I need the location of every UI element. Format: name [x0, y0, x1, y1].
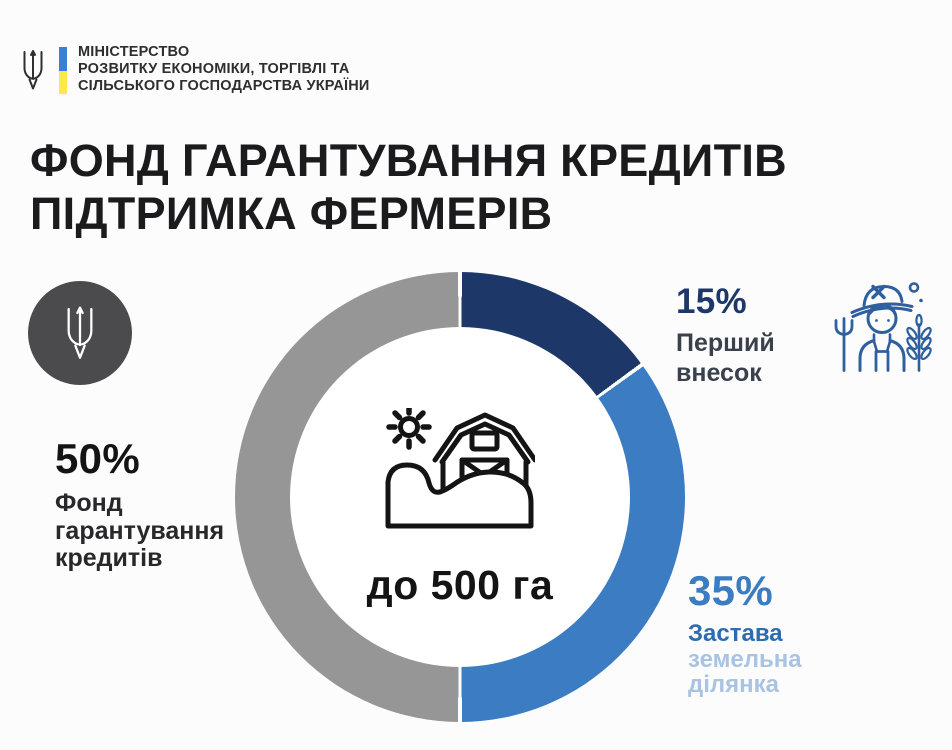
fund-line2: гарантування — [55, 516, 225, 545]
sun-icon — [386, 408, 432, 450]
small-circle — [908, 282, 920, 293]
trident-badge-icon — [67, 306, 93, 359]
trident-icon — [18, 42, 48, 98]
hat-brim-top — [850, 302, 914, 314]
wheat — [906, 313, 932, 372]
overall-bib — [874, 350, 890, 372]
ukraine-flag-bar — [59, 47, 67, 94]
page-title-line1: ФОНД ГАРАНТУВАННЯ КРЕДИТІВ — [30, 135, 787, 186]
donut-center-label: до 500 га — [366, 562, 554, 608]
hat-brim-bottom — [851, 306, 913, 318]
collateral-percent: 35% — [688, 567, 773, 614]
collateral-line2: земельна — [688, 646, 802, 673]
deposit-percent: 15% — [676, 282, 747, 321]
deposit-line2: внесок — [676, 359, 762, 387]
ministry-name: МІНІСТЕРСТВО РОЗВИТКУ ЕКОНОМІКИ, ТОРГІВЛ… — [78, 44, 408, 95]
collateral-line3: ділянка — [688, 671, 780, 698]
small-dot — [919, 298, 923, 303]
fund-percent: 50% — [55, 435, 140, 482]
flag-blue-half — [59, 47, 67, 71]
ministry-line3: СІЛЬСЬКОГО ГОСПОДАРСТВА УКРАЇНИ — [78, 78, 370, 94]
overall-straps — [872, 340, 892, 353]
ministry-line2: РОЗВИТКУ ЕКОНОМІКИ, ТОРГІВЛІ ТА — [78, 61, 350, 77]
field-shape — [385, 462, 534, 529]
label-collateral: 35% Застава земельна ділянка — [688, 567, 802, 698]
collateral-line1: Застава — [688, 620, 783, 647]
pitchfork — [834, 317, 854, 372]
label-deposit: 15% Перший внесок — [676, 284, 775, 388]
deposit-line1: Перший — [676, 329, 775, 357]
page-title: ФОНД ГАРАНТУВАННЯ КРЕДИТІВ ПІДТРИМКА ФЕР… — [30, 134, 890, 240]
flag-yellow-half — [59, 70, 67, 94]
label-fund: 50% Фонд гарантування кредитів — [55, 438, 224, 573]
farmer-icon — [832, 278, 932, 374]
fund-line3: кредитів — [55, 544, 163, 572]
farmer-figure — [850, 285, 914, 372]
barn-icon — [385, 408, 535, 533]
trident-badge — [28, 281, 132, 385]
fund-line1: Фонд — [55, 489, 123, 517]
page-title-line2: ПІДТРИМКА ФЕРМЕРІВ — [30, 188, 553, 239]
hat-dome — [862, 285, 904, 307]
donut-ring: до 500 га — [235, 272, 685, 722]
ministry-line1: МІНІСТЕРСТВО — [78, 44, 190, 60]
